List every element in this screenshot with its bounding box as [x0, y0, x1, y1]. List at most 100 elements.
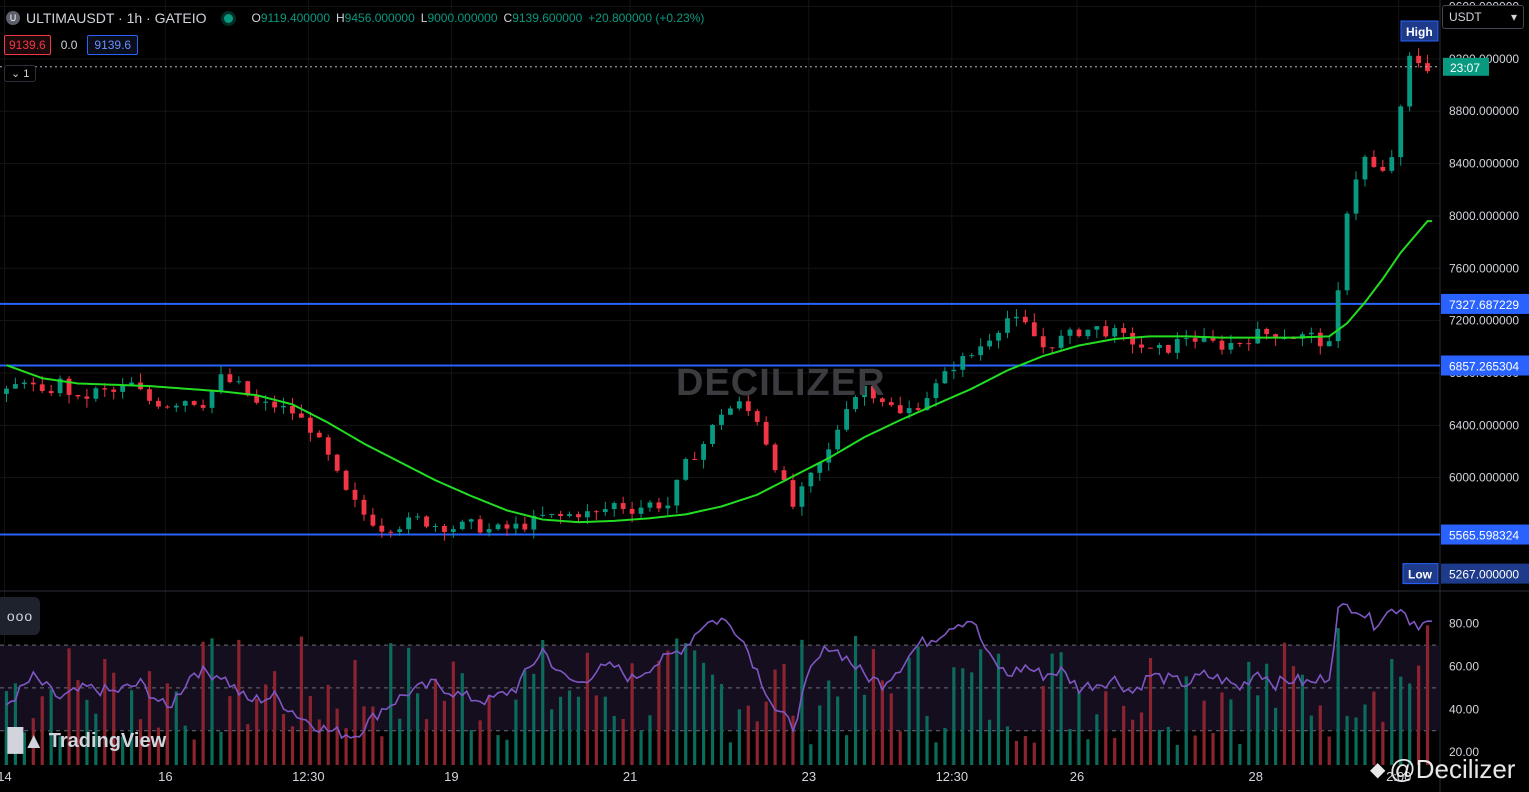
- volume-bar: [147, 671, 152, 765]
- volume-bar: [558, 696, 563, 765]
- volume-bar: [237, 639, 241, 765]
- countdown-label: 23:07: [1450, 61, 1480, 75]
- volume-bar: [326, 684, 330, 765]
- volume-bar: [451, 661, 455, 765]
- candle-body: [75, 394, 81, 397]
- time-axis[interactable]: 14 16 12:30 19 21 23 12:30 26 28 2:00: [0, 769, 1411, 784]
- candle-body: [1148, 347, 1153, 349]
- candle-body: [567, 514, 572, 517]
- price-tick-label: 8800.000000: [1449, 104, 1519, 118]
- candle-body: [853, 396, 858, 410]
- volume-bar: [1300, 674, 1305, 765]
- volume-bar: [1345, 715, 1349, 765]
- buy-button[interactable]: 9139.6: [87, 35, 139, 55]
- volume-bar: [1113, 737, 1117, 765]
- volume-bar: [174, 691, 178, 765]
- volume-bar: [85, 699, 89, 765]
- volume-bar: [1354, 717, 1358, 765]
- volume-bar: [961, 668, 965, 765]
- indicators-toggle[interactable]: ⌄ 1: [4, 65, 37, 82]
- volume-bar: [76, 680, 80, 765]
- volume-bar: [424, 719, 429, 765]
- currency-select[interactable]: USDT ▾: [1442, 5, 1524, 29]
- candle-body: [1139, 344, 1144, 348]
- candle-body: [638, 507, 644, 514]
- candle-body: [1362, 156, 1368, 180]
- more-icon: ooo: [6, 608, 34, 624]
- candle-body: [1255, 328, 1261, 344]
- candle-body: [397, 529, 403, 532]
- volume-bar: [1238, 744, 1242, 765]
- horizontal-levels[interactable]: [0, 302, 1440, 536]
- volume-bar: [657, 660, 661, 765]
- volume-bar: [228, 696, 232, 765]
- binance-diamond-icon: ◆: [1370, 759, 1386, 781]
- volume-bar: [1068, 728, 1072, 765]
- indicator-count: 1: [23, 68, 30, 80]
- volume-bar: [1408, 683, 1412, 765]
- volume-bar: [1309, 715, 1313, 765]
- candle-body: [468, 519, 474, 522]
- volume-bar: [1399, 676, 1403, 765]
- volume-bar: [371, 706, 375, 765]
- volume-bar: [987, 719, 992, 765]
- candle-body: [719, 414, 724, 425]
- volume-bar: [1363, 704, 1367, 765]
- volume-bar: [290, 726, 295, 765]
- volume-bar: [693, 650, 697, 765]
- candle-body: [897, 405, 903, 414]
- candle-body: [933, 383, 939, 399]
- candle-body: [701, 444, 706, 460]
- candle-body: [996, 332, 1001, 341]
- candle-body: [111, 389, 117, 392]
- time-tick-label: 2:00: [1386, 769, 1411, 784]
- time-tick-label: 28: [1248, 769, 1262, 784]
- candle-body: [415, 516, 420, 518]
- candle-body: [558, 513, 563, 517]
- volume-bar: [1390, 658, 1394, 765]
- more-options-button[interactable]: ooo: [0, 597, 40, 635]
- candle-body: [1022, 316, 1028, 323]
- volume-bar: [112, 672, 116, 765]
- volume-bar: [1059, 652, 1063, 765]
- candle-body: [57, 378, 63, 394]
- volume-bar: [255, 698, 259, 765]
- volume-bar: [201, 641, 205, 765]
- candle-body: [1174, 339, 1180, 353]
- sell-button[interactable]: 9139.6: [4, 35, 51, 55]
- candle-body: [343, 470, 349, 490]
- volume-bar: [1104, 691, 1108, 765]
- tradingview-mark-icon: ▉▲: [8, 728, 45, 753]
- candle-body: [1085, 329, 1091, 337]
- volume-bar: [67, 648, 71, 765]
- price-tick-label: 7600.000000: [1449, 261, 1519, 275]
- candle-body: [48, 391, 54, 394]
- volume-bar: [630, 663, 634, 765]
- tradingview-logo[interactable]: ▉▲ TradingView: [8, 728, 166, 754]
- volume-bar: [22, 732, 26, 765]
- candle-body: [1335, 290, 1341, 342]
- low-price-label-bg: [1441, 563, 1529, 584]
- level-price-label: 7327.687229: [1449, 298, 1519, 312]
- candle-body: [593, 511, 599, 513]
- candle-body: [513, 523, 519, 529]
- volume-bar: [648, 715, 652, 765]
- volume-bar: [514, 699, 518, 765]
- candle-body: [1112, 328, 1118, 337]
- candle-body: [799, 486, 805, 507]
- volume-bar: [1327, 736, 1331, 765]
- volume-bar: [31, 718, 35, 765]
- volume-bar: [362, 706, 366, 765]
- candle-body: [942, 371, 948, 384]
- candle-body: [245, 381, 251, 396]
- candle-body: [790, 480, 796, 507]
- price-tick-label: 6000.000000: [1449, 471, 1519, 485]
- live-status-icon: [224, 13, 234, 23]
- candle-body: [781, 470, 787, 481]
- candle-body: [450, 529, 456, 532]
- volume-bar: [487, 695, 491, 765]
- symbol-title[interactable]: ULTIMAUSDT · 1h · GATEIO: [26, 10, 207, 26]
- ohlc-open: O9119.400000: [251, 11, 330, 25]
- price-axis[interactable]: 6000.0000006400.0000006800.0000007200.00…: [1400, 0, 1529, 759]
